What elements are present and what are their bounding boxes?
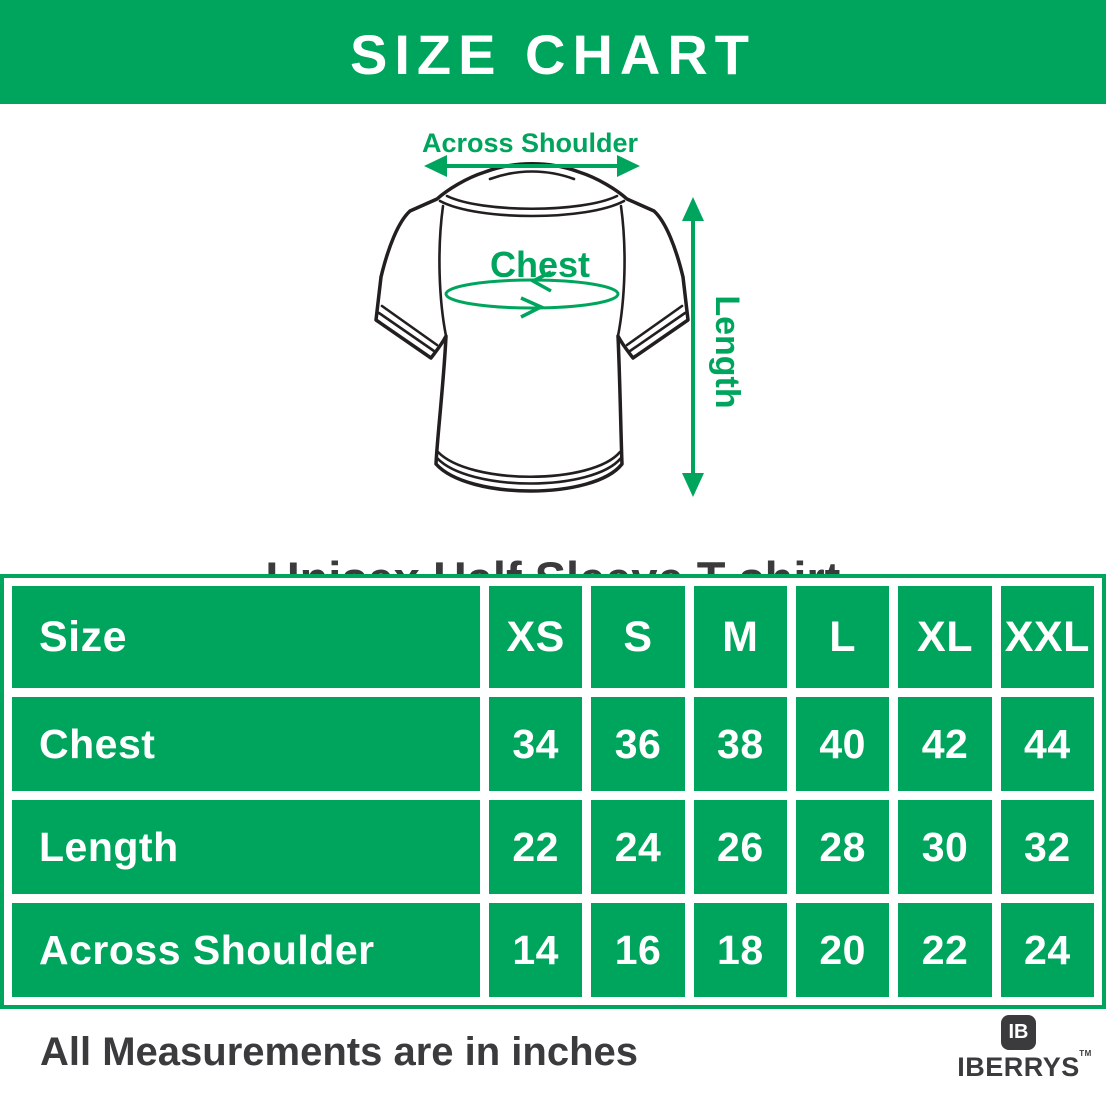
length-arrow [682,197,704,497]
chest-value-cell: 34 [489,697,583,791]
iberrys-wordmark: IBERRYS TM [957,1049,1091,1083]
col-header-xs: XS [489,586,583,688]
chest-value-cell: 36 [591,697,685,791]
col-header-l: L [796,586,890,688]
chest-arrow-right [520,296,546,319]
chest-ellipse [444,270,620,319]
across-shoulder-value-cell: 22 [898,903,992,997]
chest-value-cell: 40 [796,697,890,791]
row-label-across-shoulder: Across Shoulder [12,903,480,997]
length-value-cell: 30 [898,800,992,894]
across-shoulder-value-cell: 14 [489,903,583,997]
col-header-s: S [591,586,685,688]
collar-lines [438,170,626,218]
length-value-cell: 22 [489,800,583,894]
length-value-cell: 24 [591,800,685,894]
length-value-cell: 32 [1000,800,1094,894]
size-header-cell: Size [12,586,480,688]
iberrys-wordmark-text: IBERRYS [957,1052,1080,1082]
across-shoulder-value-cell: 24 [1000,903,1094,997]
iberrys-logo: IB IBERRYS TM [957,1015,1091,1083]
col-header-xxl: XXL [1000,586,1094,688]
sleeve-seams [438,204,626,338]
iberrys-monogram-icon: IB [1001,1015,1036,1050]
tshirt-diagram: Across Shoulder Chest Length [374,128,746,497]
across-shoulder-value-cell: 20 [796,903,890,997]
chest-arrow-left [529,270,552,293]
col-header-xl: XL [898,586,992,688]
across-shoulder-label: Across Shoulder [422,128,639,158]
measurement-note: All Measurements are in inches [40,1030,639,1074]
chest-value-cell: 38 [693,697,787,791]
col-header-m: M [693,586,787,688]
size-table: Size XS S M L XL XXL Chest 34 36 38 40 4… [0,574,1106,1009]
tshirt-outline [374,162,690,493]
chest-value-cell: 42 [898,697,992,791]
page-title: SIZE CHART [350,22,756,86]
banner: SIZE CHART [0,0,1106,104]
across-shoulder-arrow [424,155,640,177]
length-label: Length [708,295,746,408]
cuff-lines [377,304,687,353]
across-shoulder-value-cell: 18 [693,903,787,997]
across-shoulder-value-cell: 16 [591,903,685,997]
trademark-symbol: TM [1079,1049,1092,1058]
length-value-cell: 28 [796,800,890,894]
size-grid: Size XS S M L XL XXL Chest 34 36 38 40 4… [12,586,1094,997]
row-label-length: Length [12,800,480,894]
hem-lines [435,450,623,485]
chest-value-cell: 44 [1000,697,1094,791]
row-label-chest: Chest [12,697,480,791]
length-value-cell: 26 [693,800,787,894]
